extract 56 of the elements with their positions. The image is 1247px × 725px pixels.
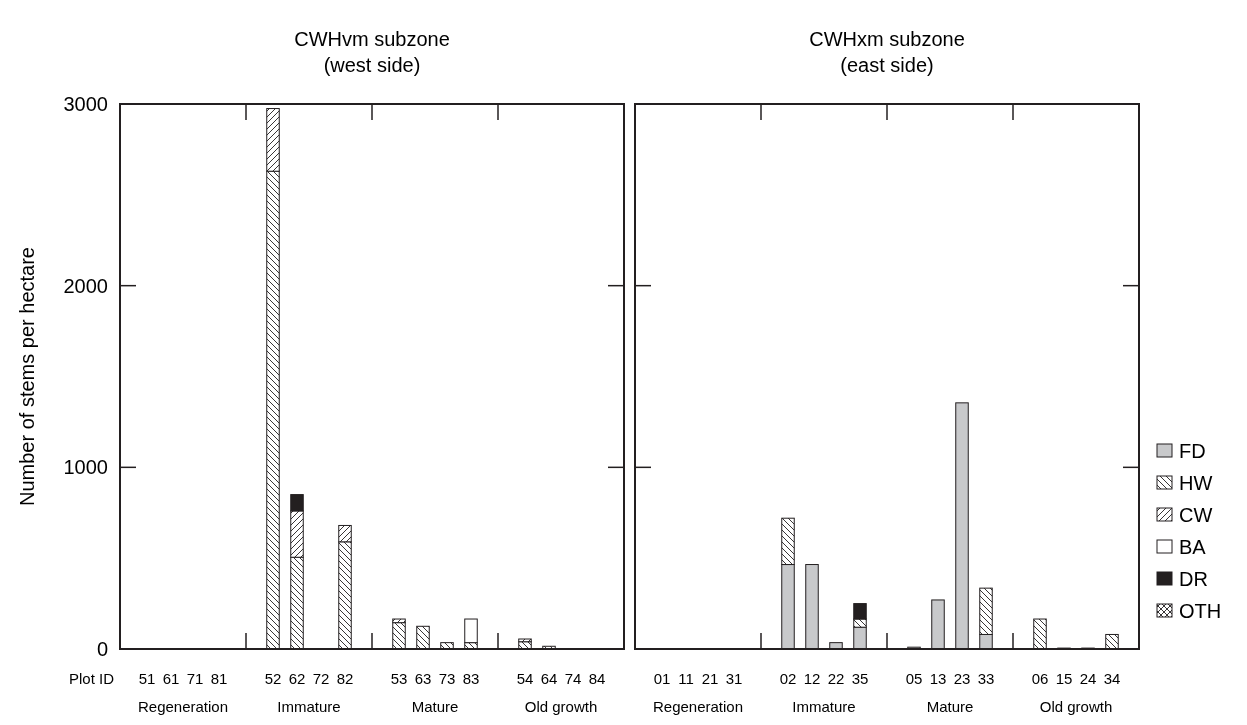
text: Old growth [1039, 698, 1113, 715]
text: Immature [792, 698, 856, 715]
x-tick-label: 02 [779, 670, 797, 687]
x-tick-label: 53 [390, 670, 408, 687]
x-tick-label: 54 [516, 670, 534, 687]
x-tick-label: 11 [678, 670, 694, 687]
text: Immature [277, 698, 341, 715]
y-tick-label: 2000 [63, 274, 108, 297]
x-tick-label: 81 [210, 670, 228, 687]
x-tick-label: 12 [803, 670, 821, 687]
x-tick-label: 24 [1079, 670, 1097, 687]
x-tick-label: 64 [540, 670, 558, 687]
legend-label: CW [1179, 504, 1213, 526]
x-tick-label: 51 [138, 670, 156, 687]
x-tick-label: 62 [288, 670, 306, 687]
x-tick-label: 83 [462, 670, 480, 687]
text: Mature [411, 698, 459, 715]
y-tick-label: 1000 [63, 456, 108, 479]
x-axis-title: Plot ID [68, 670, 115, 687]
legend-label: DR [1179, 568, 1208, 590]
chart-title: CWHxm subzone [809, 28, 965, 50]
x-tick-label: 21 [701, 670, 719, 687]
x-tick-label: 06 [1031, 670, 1049, 687]
x-tick-label: 84 [588, 670, 606, 687]
legend-label: BA [1179, 536, 1207, 558]
y-axis-title: Number of stems per hectare [16, 247, 38, 506]
x-tick-label: 15 [1055, 670, 1073, 687]
x-tick-label: 33 [977, 670, 995, 687]
x-tick-label: 63 [414, 670, 432, 687]
x-tick-label: 34 [1103, 670, 1121, 687]
x-tick-label: 31 [725, 670, 743, 687]
x-tick-label: 13 [929, 670, 947, 687]
x-tick-label: 73 [438, 670, 456, 687]
legend-label: HW [1179, 472, 1213, 494]
x-tick-label: 74 [564, 670, 582, 687]
chart-title: CWHvm subzone [294, 28, 450, 50]
text: Old growth [524, 698, 598, 715]
x-tick-label: 52 [264, 670, 282, 687]
x-tick-label: 71 [186, 670, 204, 687]
x-tick-label: 01 [653, 670, 671, 687]
text: Mature [926, 698, 974, 715]
x-tick-label: 23 [953, 670, 971, 687]
x-tick-label: 61 [162, 670, 180, 687]
text: Regeneration [652, 698, 744, 715]
x-tick-label: 22 [827, 670, 845, 687]
x-tick-label: 05 [905, 670, 923, 687]
chart-subtitle: (west side) [323, 54, 421, 76]
y-tick-label: 0 [96, 638, 108, 660]
x-tick-label: 35 [851, 670, 869, 687]
x-tick-label: 72 [312, 670, 330, 687]
legend-label: OTH [1179, 600, 1222, 622]
legend-label: FD [1179, 440, 1206, 462]
chart-subtitle: (east side) [840, 54, 934, 76]
text: Regeneration [137, 698, 229, 715]
x-tick-label: 82 [336, 670, 354, 687]
y-tick-label: 3000 [63, 93, 108, 115]
